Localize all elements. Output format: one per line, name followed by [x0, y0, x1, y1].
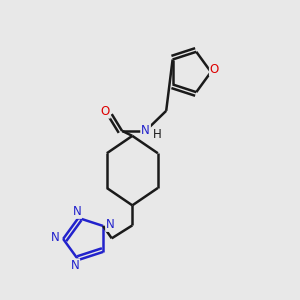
Text: N: N: [50, 231, 59, 244]
Text: N: N: [73, 205, 81, 218]
Text: N: N: [70, 259, 79, 272]
Text: N: N: [141, 124, 150, 137]
Text: O: O: [210, 62, 219, 76]
Text: H: H: [153, 128, 162, 141]
Text: N: N: [106, 218, 115, 231]
Text: O: O: [100, 105, 110, 118]
